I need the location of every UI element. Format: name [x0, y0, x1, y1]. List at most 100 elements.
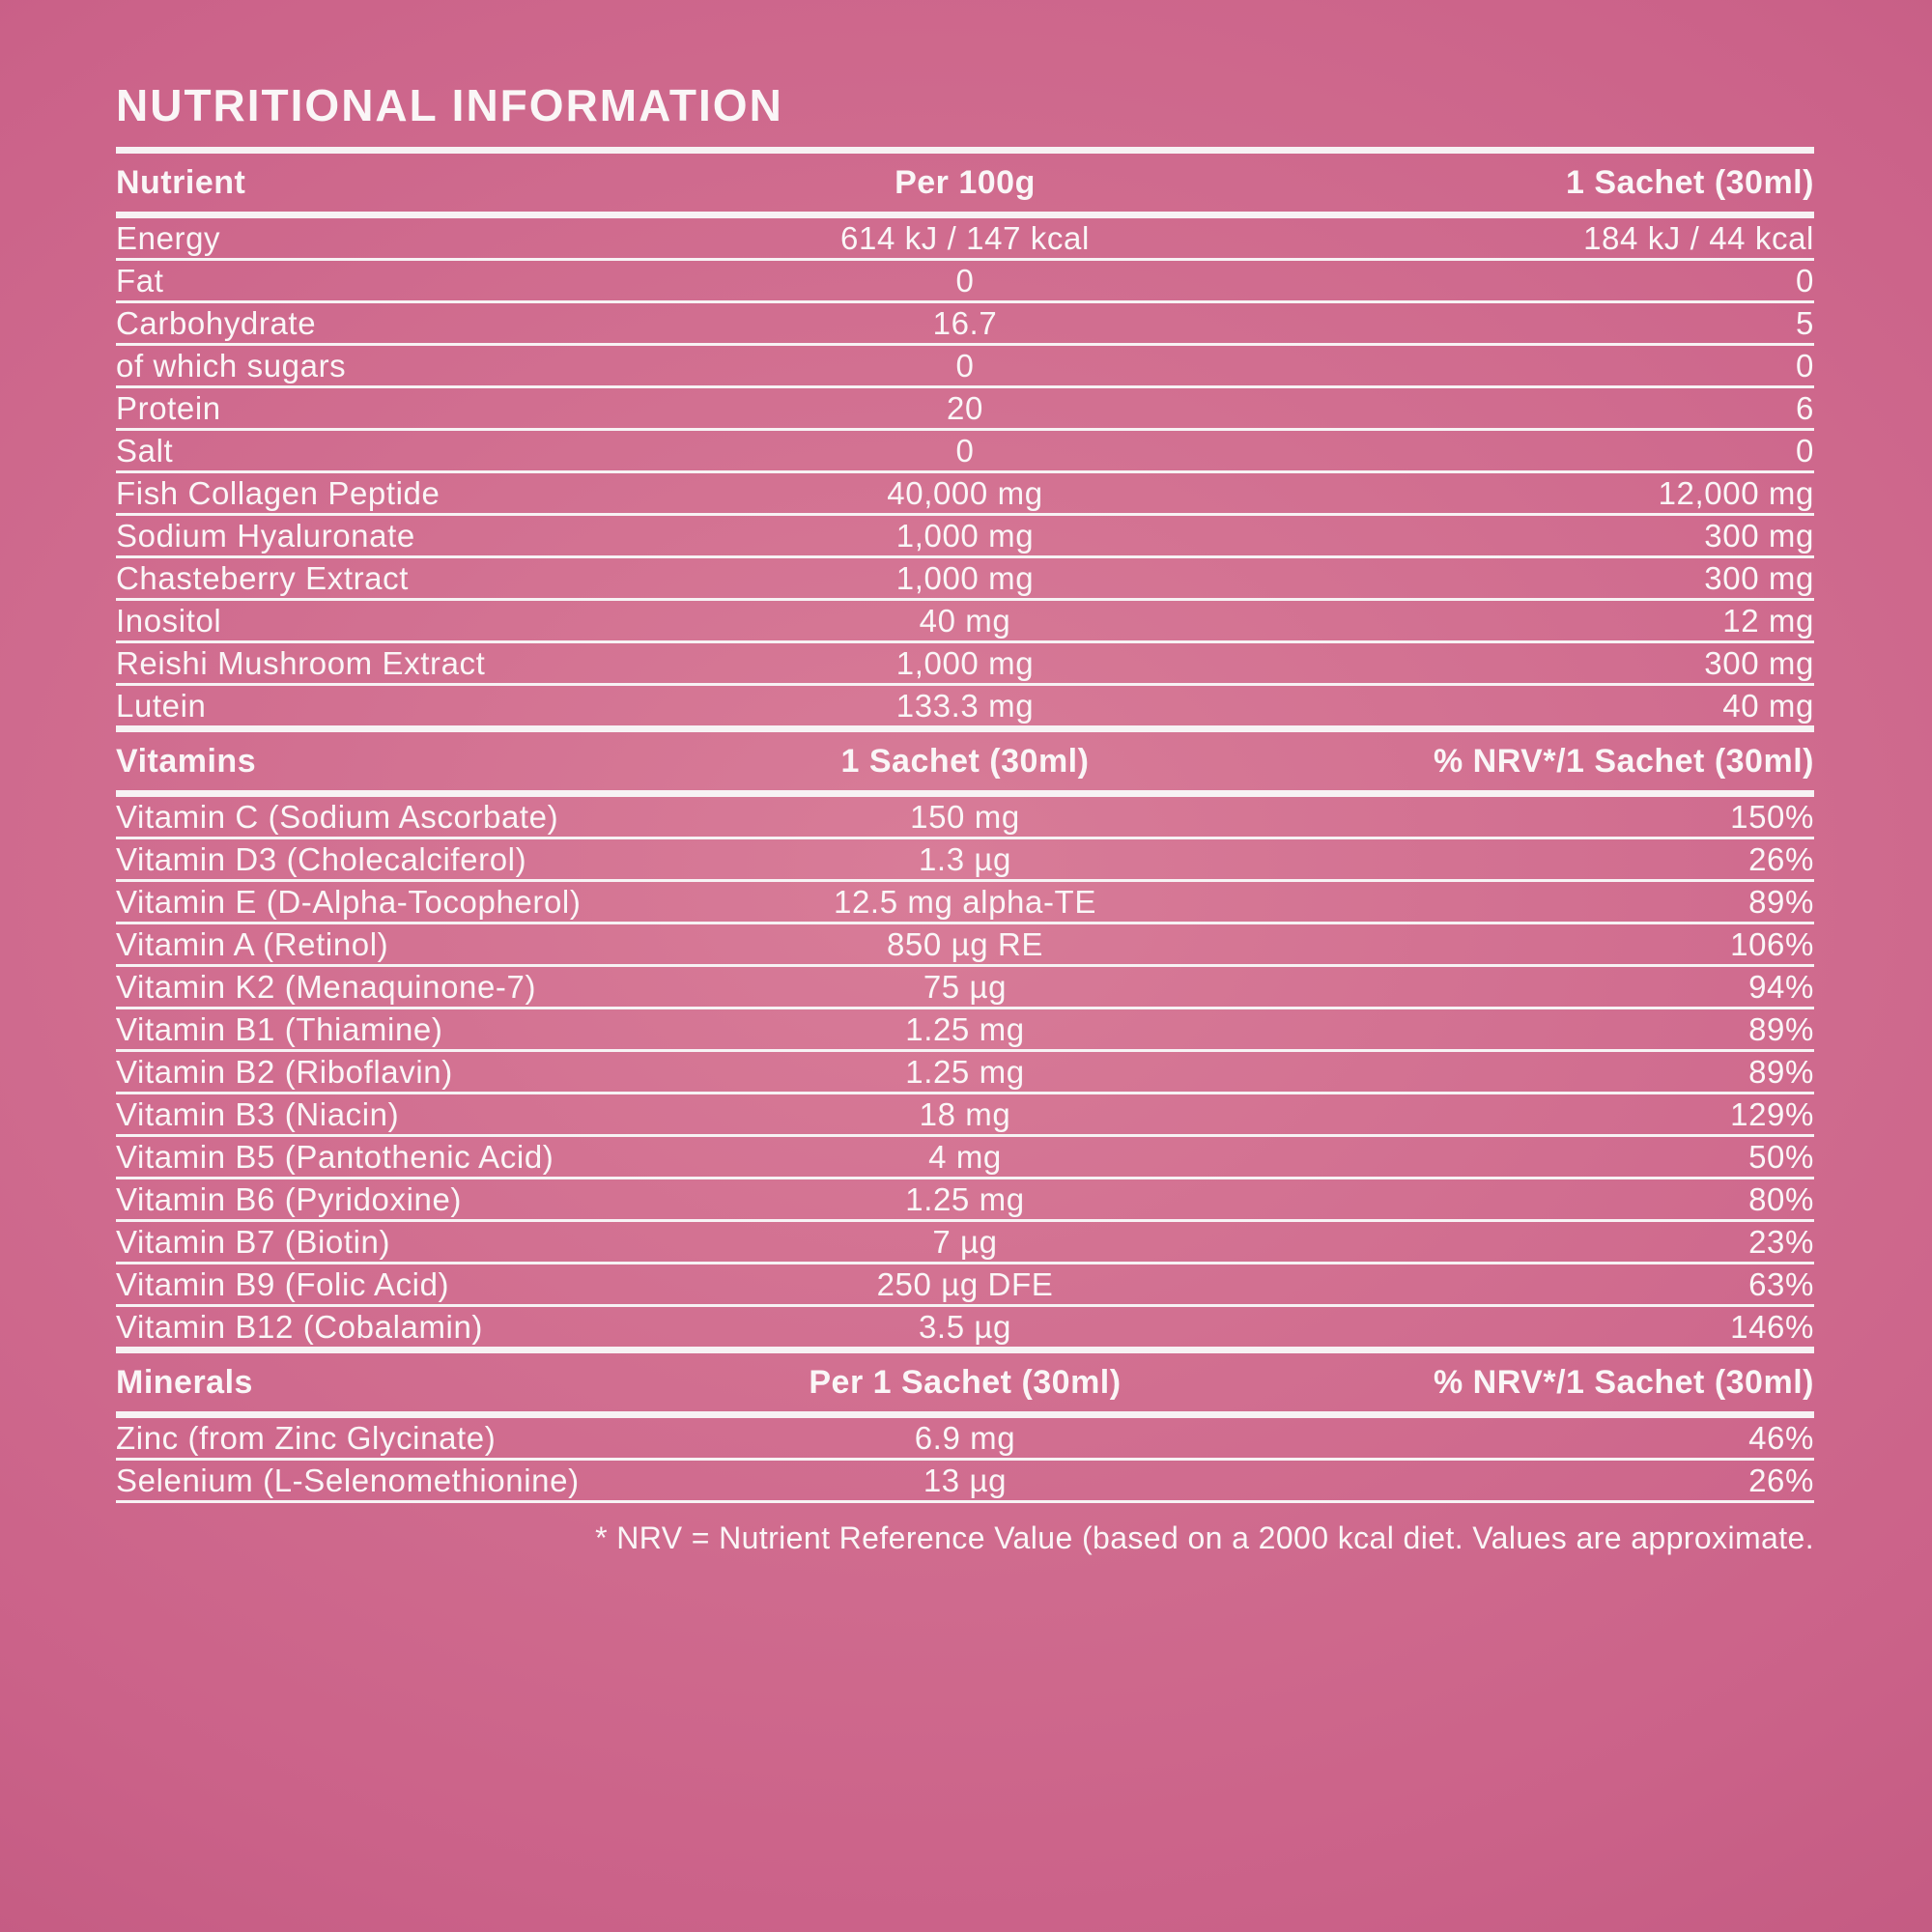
table-section: Minerals Per 1 Sachet (30ml) % NRV*/1 Sa…: [116, 1347, 1814, 1503]
mid-value-cell: 75 µg: [923, 969, 1008, 1005]
mid-value-cell: 1,000 mg: [895, 518, 1035, 554]
right-value-cell: 63%: [1748, 1266, 1814, 1302]
nutrient-label-cell: Vitamin E (D-Alpha-Tocopherol): [116, 884, 582, 920]
table-section: Vitamins 1 Sachet (30ml) % NRV*/1 Sachet…: [116, 725, 1814, 1347]
nutrient-label-cell: Vitamin D3 (Cholecalciferol): [116, 841, 527, 877]
right-value-cell: 146%: [1730, 1309, 1814, 1345]
mid-value-cell: 3.5 µg: [918, 1309, 1011, 1345]
page-title: NUTRITIONAL INFORMATION: [116, 80, 783, 130]
mid-value-cell: 12.5 mg alpha-TE: [834, 884, 1096, 920]
right-value-cell: 26%: [1748, 841, 1814, 877]
mid-value-cell: 850 µg RE: [886, 926, 1043, 962]
right-value-cell: 26%: [1748, 1463, 1814, 1498]
section-rows: Energy 614 kJ / 147 kcal 184 kJ / 44 kca…: [116, 218, 1814, 725]
mid-value-cell: 150 mg: [910, 799, 1020, 835]
table-row: Reishi Mushroom Extract 1,000 mg 300 mg: [116, 643, 1814, 686]
mid-value-cell: 0: [955, 263, 975, 298]
right-value-cell: 0: [1796, 433, 1814, 469]
mid-value-cell: 1.3 µg: [918, 841, 1011, 877]
table-row: Sodium Hyaluronate 1,000 mg 300 mg: [116, 516, 1814, 558]
right-value-cell: 0: [1796, 348, 1814, 384]
section-header-row: Vitamins 1 Sachet (30ml) % NRV*/1 Sachet…: [116, 725, 1814, 797]
mid-value-cell: 133.3 mg: [895, 688, 1035, 724]
table-row: Fat 0 0: [116, 261, 1814, 303]
table-row: Salt 0 0: [116, 431, 1814, 473]
mid-value-cell: 0: [955, 348, 975, 384]
nutrient-label-cell: Lutein: [116, 688, 207, 724]
nutrient-label-cell: Vitamin B5 (Pantothenic Acid): [116, 1139, 554, 1175]
section-rows: Zinc (from Zinc Glycinate) 6.9 mg 46% Se…: [116, 1418, 1814, 1503]
right-value-cell: 46%: [1748, 1420, 1814, 1456]
table-row: Vitamin B3 (Niacin) 18 mg 129%: [116, 1094, 1814, 1137]
right-value-cell: 129%: [1730, 1096, 1814, 1132]
nutrient-label-cell: Carbohydrate: [116, 305, 317, 341]
section-header-mid-value: Per 1 Sachet (30ml): [809, 1364, 1122, 1401]
right-value-cell: 89%: [1748, 1011, 1814, 1047]
nutrient-label-cell: Vitamin B1 (Thiamine): [116, 1011, 443, 1047]
table-row: Vitamin K2 (Menaquinone-7) 75 µg 94%: [116, 967, 1814, 1009]
section-header-label: Minerals: [116, 1364, 253, 1401]
nutrient-label-cell: Reishi Mushroom Extract: [116, 645, 486, 681]
right-value-cell: 12 mg: [1722, 603, 1814, 639]
nutrient-label-cell: Chasteberry Extract: [116, 560, 410, 596]
mid-value-cell: 4 mg: [928, 1139, 1002, 1175]
nutrient-label-cell: Vitamin B3 (Niacin): [116, 1096, 400, 1132]
right-value-cell: 5: [1796, 305, 1814, 341]
mid-value-cell: 40 mg: [919, 603, 1011, 639]
table-row: Vitamin B9 (Folic Acid) 250 µg DFE 63%: [116, 1264, 1814, 1307]
table-row: Vitamin B5 (Pantothenic Acid) 4 mg 50%: [116, 1137, 1814, 1179]
mid-value-cell: 40,000 mg: [887, 475, 1043, 511]
table-row: Vitamin B7 (Biotin) 7 µg 23%: [116, 1222, 1814, 1264]
mid-value-cell: 250 µg DFE: [876, 1266, 1054, 1302]
nutrient-label-cell: Vitamin B2 (Riboflavin): [116, 1054, 453, 1090]
section-header-label: Vitamins: [116, 743, 257, 780]
section-header-right-value: 1 Sachet (30ml): [1566, 164, 1814, 201]
table-row: Energy 614 kJ / 147 kcal 184 kJ / 44 kca…: [116, 218, 1814, 261]
nutrient-label-cell: Sodium Hyaluronate: [116, 518, 415, 554]
table-row: Inositol 40 mg 12 mg: [116, 601, 1814, 643]
nutrient-label-cell: Inositol: [116, 603, 222, 639]
mid-value-cell: 6.9 mg: [914, 1420, 1016, 1456]
right-value-cell: 12,000 mg: [1658, 475, 1814, 511]
table-row: Vitamin D3 (Cholecalciferol) 1.3 µg 26%: [116, 839, 1814, 882]
mid-value-cell: 16.7: [932, 305, 998, 341]
right-value-cell: 300 mg: [1704, 560, 1814, 596]
section-header-mid-value: Per 100g: [895, 164, 1036, 201]
right-value-cell: 300 mg: [1704, 645, 1814, 681]
table-row: Zinc (from Zinc Glycinate) 6.9 mg 46%: [116, 1418, 1814, 1461]
right-value-cell: 300 mg: [1704, 518, 1814, 554]
right-value-cell: 23%: [1748, 1224, 1814, 1260]
nutrient-label-cell: Vitamin B9 (Folic Acid): [116, 1266, 450, 1302]
right-value-cell: 6: [1796, 390, 1814, 426]
nutrition-table: Nutrient Per 100g 1 Sachet (30ml) Energy…: [116, 147, 1814, 1503]
table-row: Vitamin B2 (Riboflavin) 1.25 mg 89%: [116, 1052, 1814, 1094]
table-row: Selenium (L-Selenomethionine) 13 µg 26%: [116, 1461, 1814, 1503]
right-value-cell: 50%: [1748, 1139, 1814, 1175]
right-value-cell: 184 kJ / 44 kcal: [1583, 220, 1814, 256]
nutrient-label-cell: Protein: [116, 390, 221, 426]
table-row: Protein 20 6: [116, 388, 1814, 431]
right-value-cell: 0: [1796, 263, 1814, 298]
mid-value-cell: 1.25 mg: [905, 1181, 1025, 1217]
mid-value-cell: 13 µg: [923, 1463, 1008, 1498]
nutrient-label-cell: Zinc (from Zinc Glycinate): [116, 1420, 497, 1456]
table-row: Vitamin E (D-Alpha-Tocopherol) 12.5 mg a…: [116, 882, 1814, 924]
nutrient-label-cell: Vitamin A (Retinol): [116, 926, 389, 962]
table-row: Vitamin B6 (Pyridoxine) 1.25 mg 80%: [116, 1179, 1814, 1222]
mid-value-cell: 1,000 mg: [895, 645, 1035, 681]
table-section: Nutrient Per 100g 1 Sachet (30ml) Energy…: [116, 147, 1814, 725]
section-header-row: Nutrient Per 100g 1 Sachet (30ml): [116, 147, 1814, 218]
right-value-cell: 94%: [1748, 969, 1814, 1005]
table-row: Vitamin A (Retinol) 850 µg RE 106%: [116, 924, 1814, 967]
table-row: of which sugars 0 0: [116, 346, 1814, 388]
nutrient-label-cell: Fat: [116, 263, 164, 298]
mid-value-cell: 20: [947, 390, 983, 426]
right-value-cell: 150%: [1730, 799, 1814, 835]
nutrient-label-cell: Vitamin K2 (Menaquinone-7): [116, 969, 537, 1005]
section-header-mid-value: 1 Sachet (30ml): [840, 743, 1090, 780]
mid-value-cell: 7 µg: [932, 1224, 998, 1260]
right-value-cell: 40 mg: [1722, 688, 1814, 724]
table-row: Vitamin B1 (Thiamine) 1.25 mg 89%: [116, 1009, 1814, 1052]
nrv-footnote: * NRV = Nutrient Reference Value (based …: [595, 1520, 1814, 1555]
nutrient-label-cell: Vitamin C (Sodium Ascorbate): [116, 799, 559, 835]
